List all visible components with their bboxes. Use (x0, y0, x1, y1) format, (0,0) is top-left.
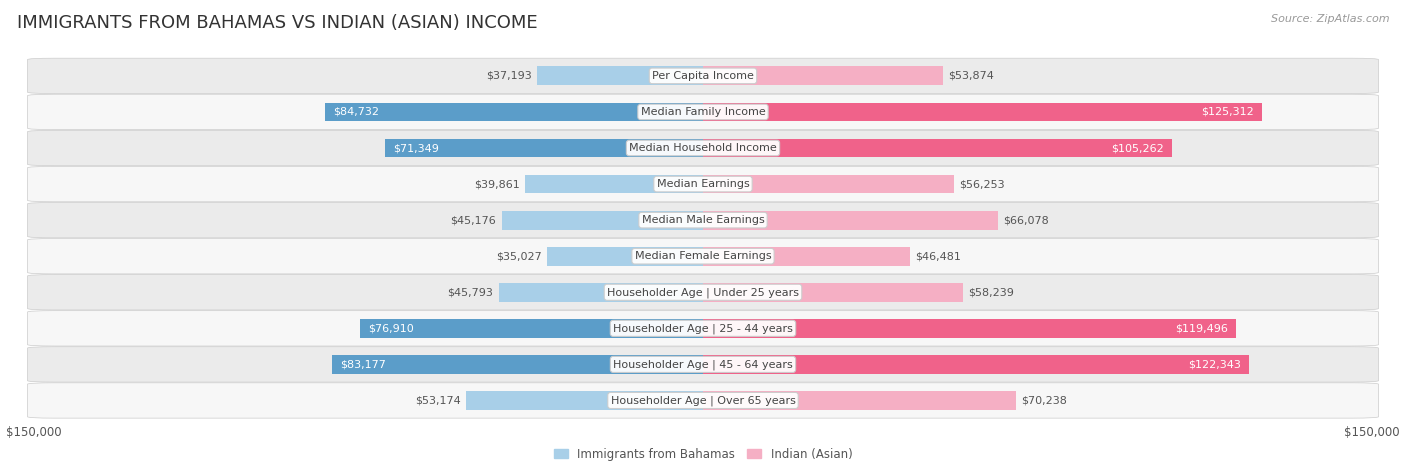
Text: $84,732: $84,732 (333, 107, 380, 117)
Bar (547, 247, 703, 266)
Text: IMMIGRANTS FROM BAHAMAS VS INDIAN (ASIAN) INCOME: IMMIGRANTS FROM BAHAMAS VS INDIAN (ASIAN… (17, 14, 537, 32)
Text: $105,262: $105,262 (1112, 143, 1164, 153)
Bar (360, 319, 703, 338)
Text: $45,176: $45,176 (450, 215, 496, 225)
FancyBboxPatch shape (28, 58, 1378, 93)
Text: Median Female Earnings: Median Female Earnings (634, 251, 772, 261)
Text: $83,177: $83,177 (340, 360, 387, 369)
Text: Householder Age | Under 25 years: Householder Age | Under 25 years (607, 287, 799, 297)
Text: Householder Age | 25 - 44 years: Householder Age | 25 - 44 years (613, 323, 793, 333)
Text: Median Household Income: Median Household Income (628, 143, 778, 153)
Text: $37,193: $37,193 (486, 71, 531, 81)
Text: Median Family Income: Median Family Income (641, 107, 765, 117)
Text: Householder Age | Over 65 years: Householder Age | Over 65 years (610, 395, 796, 406)
Text: $35,027: $35,027 (496, 251, 541, 261)
Bar (465, 391, 703, 410)
Text: Per Capita Income: Per Capita Income (652, 71, 754, 81)
Text: $122,343: $122,343 (1188, 360, 1240, 369)
Bar (526, 175, 703, 193)
Text: $58,239: $58,239 (969, 287, 1014, 297)
Bar (703, 103, 1261, 121)
Bar (703, 355, 1249, 374)
FancyBboxPatch shape (28, 166, 1378, 202)
Text: $46,481: $46,481 (915, 251, 962, 261)
FancyBboxPatch shape (28, 275, 1378, 310)
Bar (703, 283, 963, 302)
Text: $56,253: $56,253 (959, 179, 1005, 189)
Text: $71,349: $71,349 (392, 143, 439, 153)
Text: $125,312: $125,312 (1201, 107, 1254, 117)
Bar (537, 66, 703, 85)
FancyBboxPatch shape (28, 383, 1378, 418)
Bar (703, 319, 1236, 338)
Text: $53,874: $53,874 (949, 71, 994, 81)
FancyBboxPatch shape (28, 130, 1378, 166)
Bar (325, 103, 703, 121)
Text: $45,793: $45,793 (447, 287, 494, 297)
Text: $66,078: $66,078 (1002, 215, 1049, 225)
FancyBboxPatch shape (28, 239, 1378, 274)
FancyBboxPatch shape (28, 203, 1378, 238)
Text: $119,496: $119,496 (1175, 323, 1227, 333)
Text: $39,861: $39,861 (474, 179, 520, 189)
Bar (703, 211, 998, 229)
Text: $70,238: $70,238 (1022, 396, 1067, 405)
Bar (502, 211, 703, 229)
Bar (385, 139, 703, 157)
Bar (499, 283, 703, 302)
Text: Median Earnings: Median Earnings (657, 179, 749, 189)
Bar (703, 247, 910, 266)
Bar (703, 66, 943, 85)
Text: Householder Age | 45 - 64 years: Householder Age | 45 - 64 years (613, 359, 793, 370)
Text: Source: ZipAtlas.com: Source: ZipAtlas.com (1271, 14, 1389, 24)
Text: $76,910: $76,910 (368, 323, 413, 333)
FancyBboxPatch shape (28, 94, 1378, 130)
FancyBboxPatch shape (28, 347, 1378, 382)
Bar (703, 391, 1017, 410)
Bar (703, 175, 953, 193)
Text: Median Male Earnings: Median Male Earnings (641, 215, 765, 225)
Text: $53,174: $53,174 (415, 396, 461, 405)
Bar (332, 355, 703, 374)
Bar (703, 139, 1173, 157)
Legend: Immigrants from Bahamas, Indian (Asian): Immigrants from Bahamas, Indian (Asian) (548, 443, 858, 466)
FancyBboxPatch shape (28, 311, 1378, 346)
